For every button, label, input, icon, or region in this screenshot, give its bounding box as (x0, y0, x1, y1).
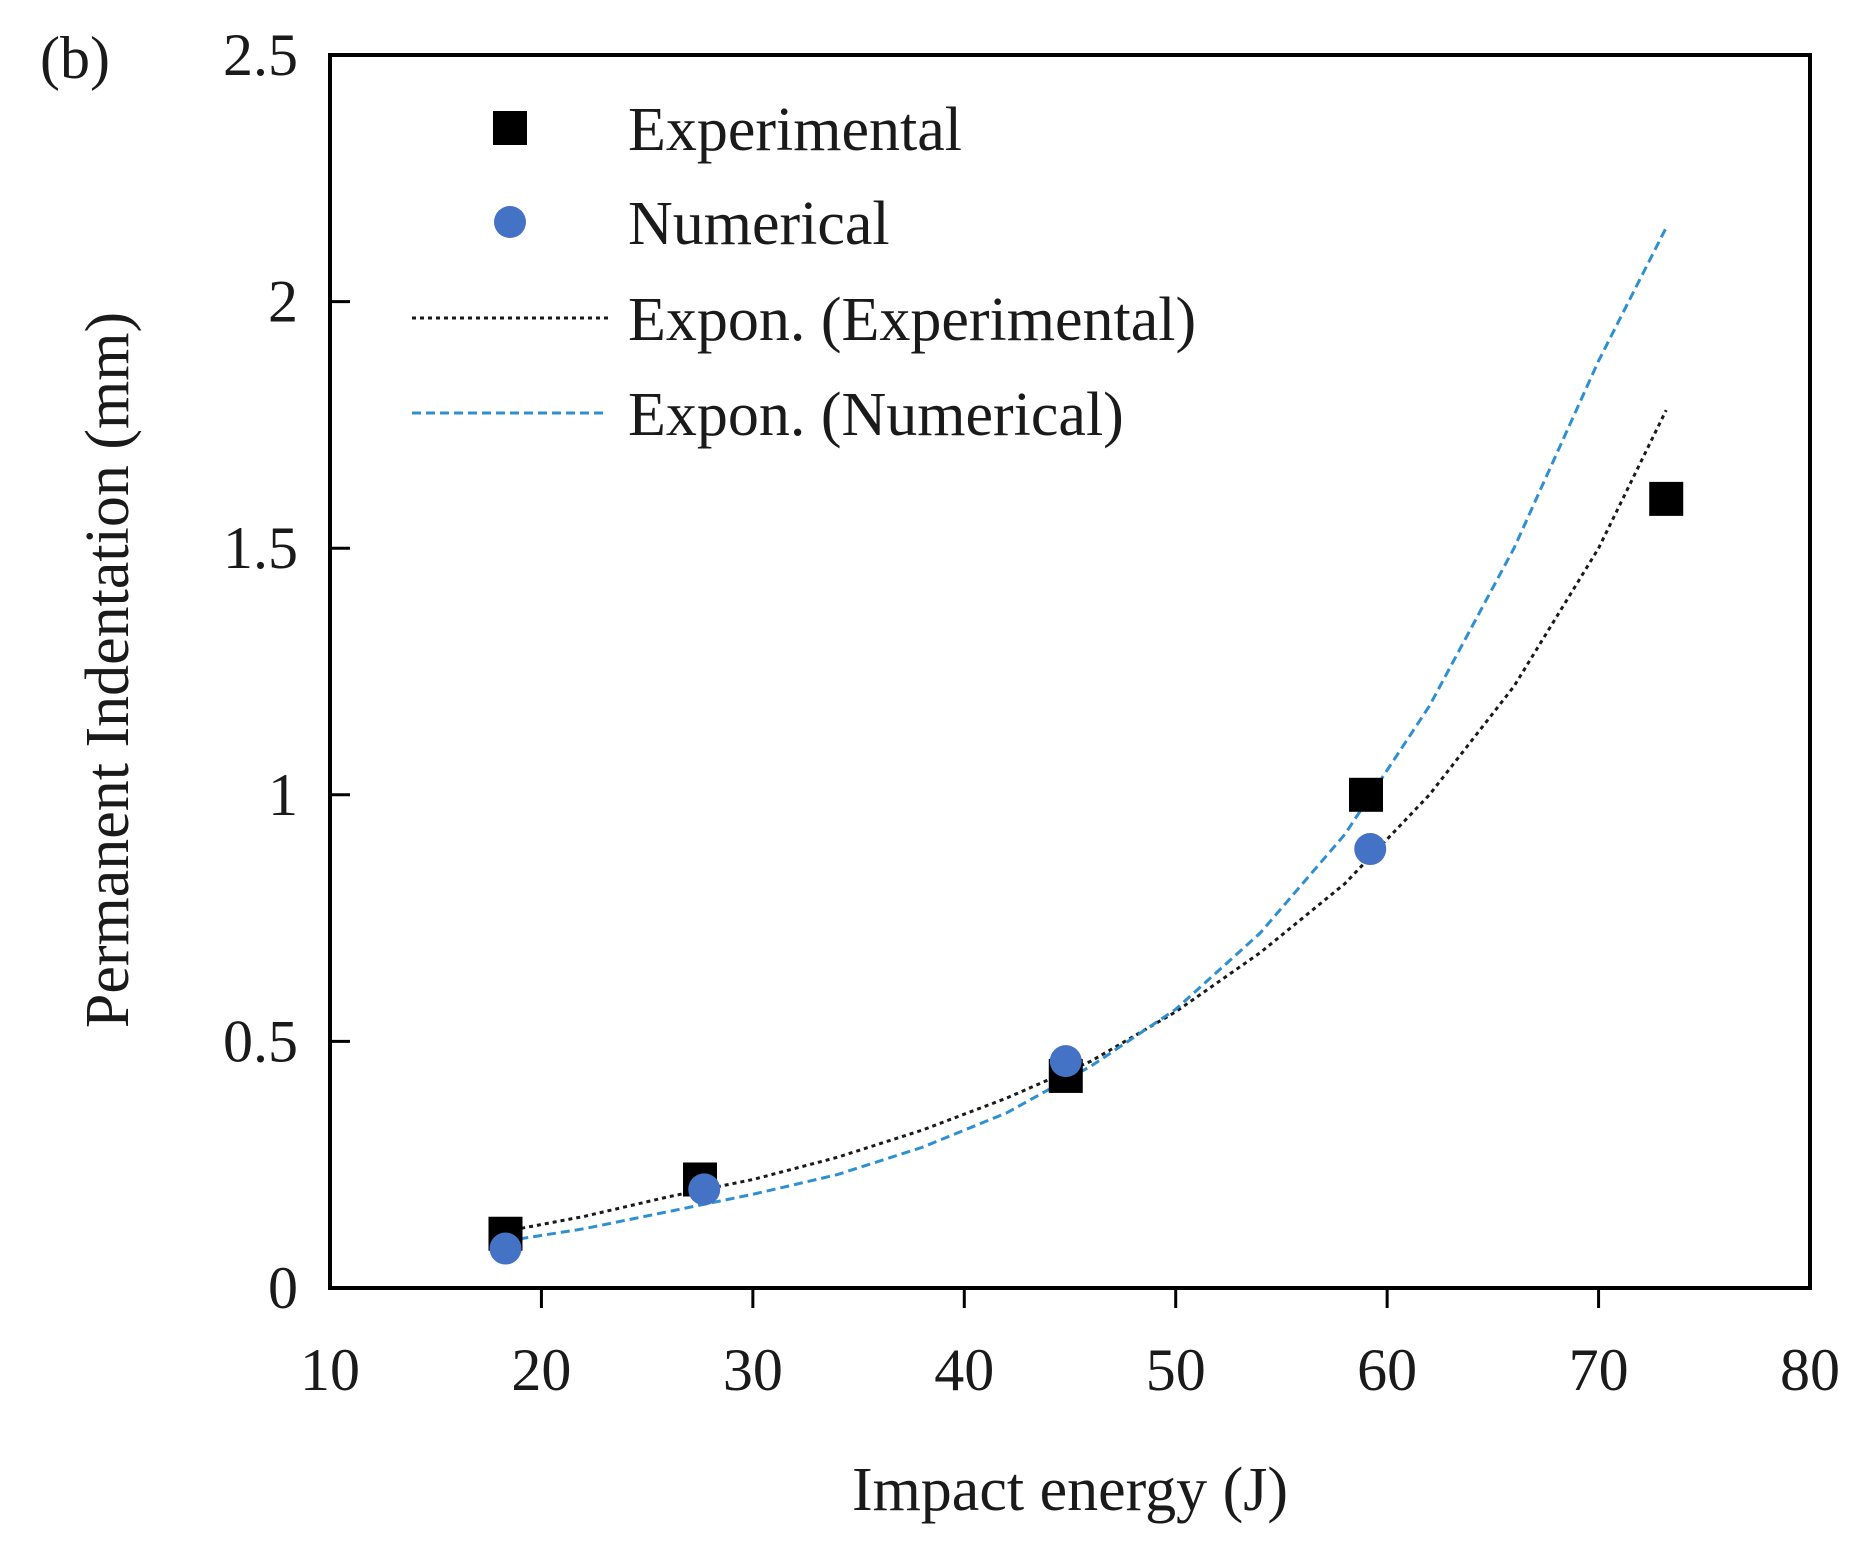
y-axis-ticks: 0 0.5 1 1.5 2 2.5 (223, 22, 350, 1321)
panel-label: (b) (40, 25, 110, 91)
x-tick-label: 70 (1569, 1337, 1629, 1403)
x-tick-label: 30 (723, 1337, 783, 1403)
x-tick-label: 40 (934, 1337, 994, 1403)
legend: Experimental Numerical Expon. (Experimenta… (412, 96, 1196, 449)
legend-label: Expon. (Experimental) (628, 286, 1196, 354)
legend-label: Numerical (628, 190, 890, 258)
y-tick-label: 0.5 (223, 1008, 298, 1074)
y-tick-label: 2.5 (223, 22, 298, 88)
experimental-point (1649, 481, 1684, 516)
numerical-point (1049, 1045, 1082, 1078)
legend-square-icon (493, 111, 527, 145)
data-markers (488, 481, 1684, 1265)
numerical-point (688, 1173, 721, 1206)
x-tick-label: 80 (1780, 1337, 1840, 1403)
x-tick-label: 60 (1357, 1337, 1417, 1403)
numerical-point (489, 1232, 522, 1265)
legend-label: Experimental (628, 96, 962, 164)
x-tick-label: 10 (300, 1337, 360, 1403)
legend-label: Expon. (Numerical) (628, 381, 1124, 449)
experimental-point (1349, 777, 1383, 812)
trendlines (505, 226, 1668, 1243)
legend-circle-icon (494, 206, 526, 238)
trendline-expon-experimental (505, 409, 1668, 1233)
y-tick-label: 2 (268, 269, 298, 335)
x-tick-label: 20 (511, 1337, 571, 1403)
y-tick-label: 0 (268, 1255, 298, 1321)
x-tick-label: 50 (1146, 1337, 1206, 1403)
trendline-expon-numerical (505, 226, 1668, 1243)
numerical-point (1354, 833, 1387, 866)
y-axis-title: Permanent Indentation (mm) (74, 312, 142, 1028)
x-axis-ticks: 10 20 30 40 50 60 70 80 (300, 1288, 1840, 1403)
y-tick-label: 1 (268, 762, 298, 828)
plot-area-frame (328, 53, 1812, 1290)
x-axis-title: Impact energy (J) (852, 1456, 1288, 1524)
y-tick-label: 1.5 (223, 515, 298, 581)
